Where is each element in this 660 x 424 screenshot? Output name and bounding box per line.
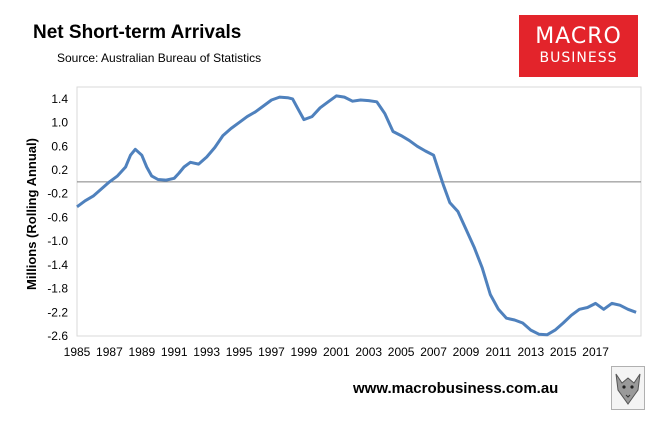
x-tick-label: 1993 xyxy=(193,345,220,359)
x-tick-label: 2009 xyxy=(453,345,480,359)
chart-subtitle: Source: Australian Bureau of Statistics xyxy=(57,51,262,65)
y-tick-label: -2.6 xyxy=(47,329,68,343)
y-tick-label: -1.4 xyxy=(47,258,68,272)
x-tick-label: 2011 xyxy=(485,345,511,359)
y-tick-label: -0.6 xyxy=(47,210,68,224)
x-tick-label: 2007 xyxy=(420,345,447,359)
x-tick-label: 2013 xyxy=(517,345,544,359)
y-tick-label: -1.0 xyxy=(47,234,68,248)
x-axis: 1985 1987 1989 1991 1993 1995 1997 1999 2001 2003… xyxy=(64,345,610,359)
series-line xyxy=(76,94,637,337)
y-tick-label: -0.2 xyxy=(47,187,68,201)
x-tick-label: 2017 xyxy=(582,345,609,359)
x-tick-label: 1989 xyxy=(128,345,155,359)
x-tick-label: 2001 xyxy=(323,345,350,359)
plot-frame xyxy=(76,86,642,337)
y-tick-label: 1.4 xyxy=(51,92,68,106)
chart-title: Net Short-term Arrivals xyxy=(33,22,242,43)
brand-logo-line2: BUSINESS xyxy=(539,50,618,66)
x-tick-label: 1987 xyxy=(96,345,123,359)
x-tick-label: 1997 xyxy=(258,345,285,359)
y-tick-label: 1.0 xyxy=(51,116,68,130)
y-tick-label: 0.2 xyxy=(51,163,68,177)
x-tick-label: 2015 xyxy=(550,345,577,359)
x-tick-label: 1995 xyxy=(226,345,253,359)
brand-logo: MACRO BUSINESS xyxy=(519,15,638,77)
x-tick-label: 2005 xyxy=(388,345,415,359)
x-tick-label: 1985 xyxy=(64,345,91,359)
x-tick-label: 2003 xyxy=(355,345,382,359)
y-axis-title: Millions (Rolling Annual) xyxy=(24,138,39,290)
brand-logo-line1: MACRO xyxy=(535,24,622,49)
x-tick-label: 1991 xyxy=(161,345,188,359)
y-tick-label: -1.8 xyxy=(47,282,68,296)
wolf-logo xyxy=(611,366,645,410)
y-tick-label: -2.2 xyxy=(47,305,68,319)
y-axis: 1.4 1.0 0.6 0.2 -0.2 -0.6 -1.0 -1.4 -1.8 -2.2 -2.6 xyxy=(47,92,68,343)
x-tick-label: 1999 xyxy=(291,345,318,359)
footer-url: www.macrobusiness.com.au xyxy=(353,380,559,397)
y-tick-label: 0.6 xyxy=(51,139,68,153)
